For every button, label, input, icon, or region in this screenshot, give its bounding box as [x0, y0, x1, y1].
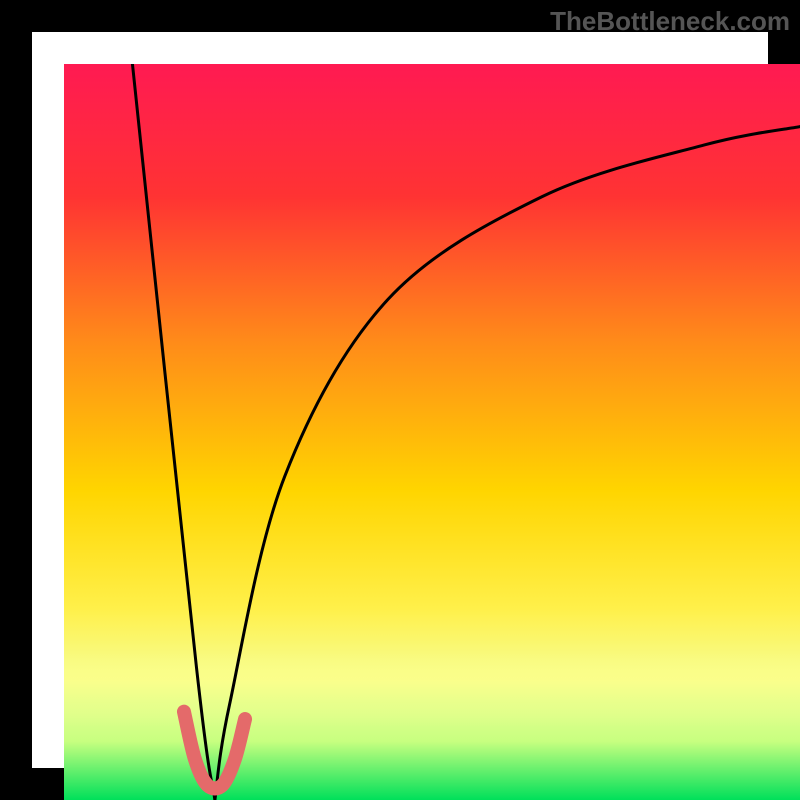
chart-frame [0, 0, 800, 800]
plot-svg [32, 32, 800, 800]
chart-root: TheBottleneck.com [0, 0, 800, 800]
yellow-band [64, 653, 800, 727]
